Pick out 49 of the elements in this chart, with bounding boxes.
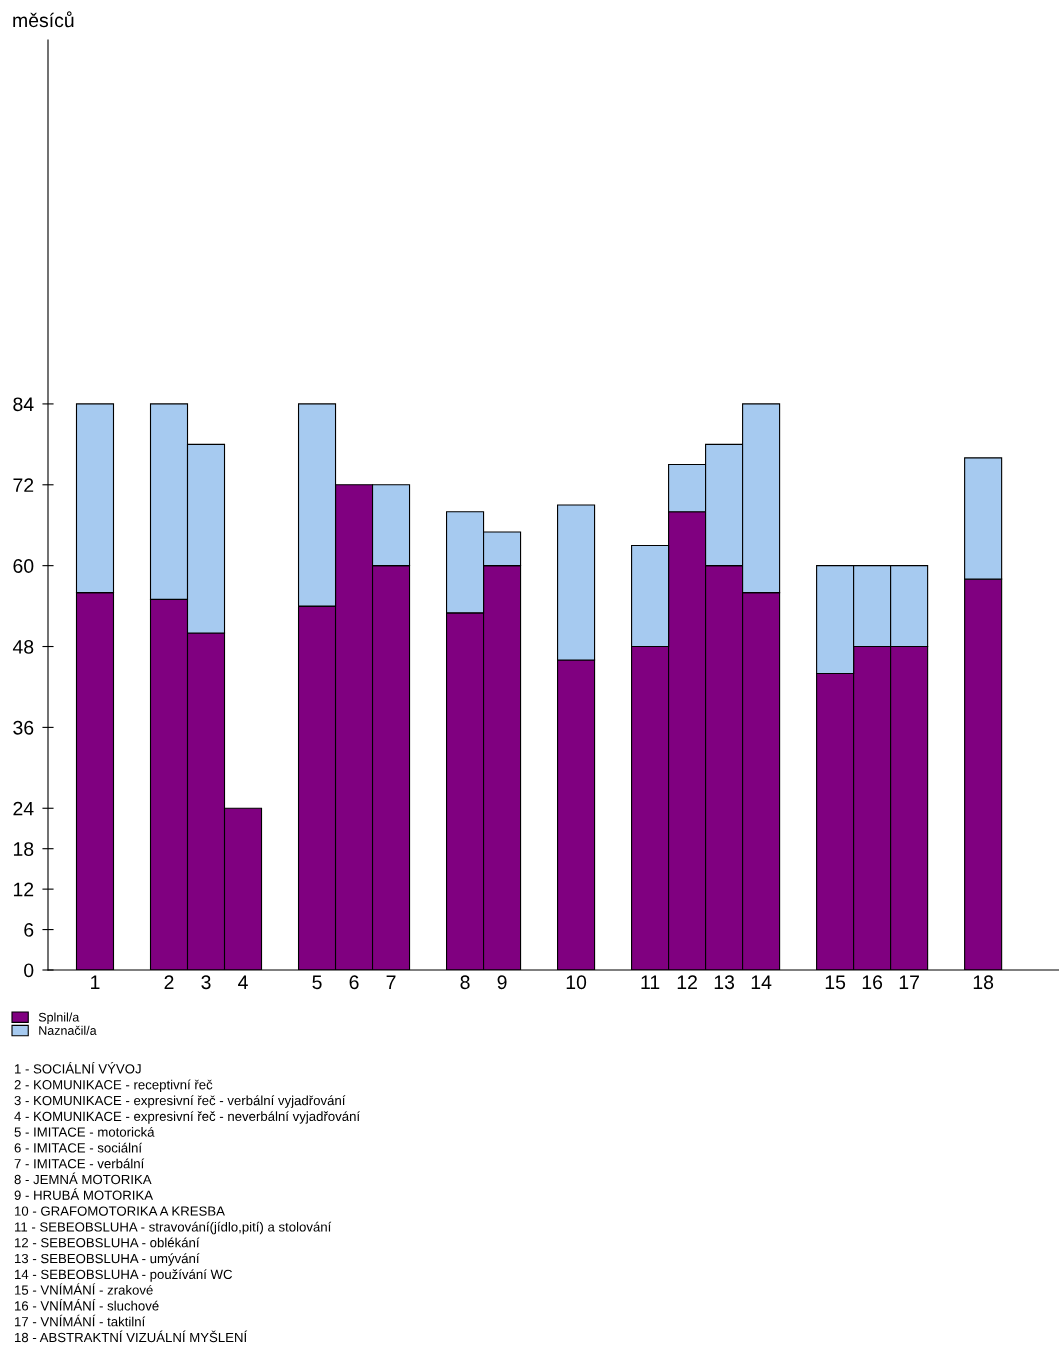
text: 8 - JEMNÁ MOTORIKA [14,1172,152,1185]
y-tick-label: 60 [13,559,34,573]
x-tick-label: 12 [677,975,697,989]
x-tick-label: 1 [91,975,100,989]
text: 1 - SOCIÁLNÍ VÝVOJ [15,1061,141,1074]
x-tick-label: 11 [641,975,660,989]
x-tick-label: 9 [497,975,507,990]
y-tick-label: 84 [13,397,34,412]
y-tick-label: 0 [24,963,34,978]
y-axis-title: měsíců [13,11,74,28]
y-tick-label: 24 [13,801,34,816]
x-tick-label: 14 [751,975,772,989]
y-tick-label: 6 [24,923,34,937]
x-tick-label: 10 [566,975,587,990]
y-tick-label: 12 [13,882,34,897]
y-tick-label: 36 [13,720,34,735]
x-tick-label: 2 [164,975,174,989]
text: 6 - IMITACE - sociální [14,1142,143,1153]
legend-label: Naznačil/a [39,1025,97,1035]
text: 13 - SEBEOBSLUHA - umývání [15,1253,200,1266]
text: 15 - VNÍMÁNÍ - zrakové [15,1283,153,1295]
x-tick-label: 8 [460,975,470,990]
text: 5 - IMITACE - motorická [14,1126,155,1137]
x-tick-label: 15 [825,975,846,990]
text: 17 - VNÍMÁNÍ - taktilní [15,1314,146,1327]
x-tick-label: 7 [386,975,396,989]
y-tick-label: 72 [13,478,34,492]
legend-label: Splnil/a [38,1012,80,1025]
text: 11 - SEBEOBSLUHA - stravování(jídlo,pití) a stolování [15,1221,332,1235]
text: 18 - ABSTRAKTNÍ VIZUÁLNÍ MYŠLENÍ [15,1330,248,1343]
x-tick-label: 13 [714,975,735,990]
text: 16 - VNÍMÁNÍ - sluchové [15,1298,159,1311]
x-tick-label: 4 [238,975,248,989]
text: 2 - KOMUNIKACE - receptivní řeč [14,1079,213,1093]
text: 12 - SEBEOBSLUHA - oblékání [15,1237,200,1248]
text: 3 - KOMUNIKACE - expresivní řeč - verbální vyjadřování [14,1095,346,1108]
x-tick-label: 18 [973,975,994,990]
x-tick-label: 16 [862,975,883,990]
text: 9 - HRUBÁ MOTORIKA [14,1188,154,1200]
x-tick-label: 3 [201,975,211,990]
y-tick-label: 48 [12,639,34,654]
x-tick-label: 5 [312,975,322,990]
x-tick-label: 17 [899,975,919,989]
text: 7 - IMITACE - verbální [14,1158,145,1169]
text: 10 - GRAFOMOTORIKA A KRESBA [15,1206,225,1216]
x-tick-label: 6 [349,975,359,990]
text: 14 - SEBEOBSLUHA - používání WC [15,1269,233,1282]
text: 4 - KOMUNIKACE - expresivní řeč - neverbální vyjadřování [14,1111,361,1124]
y-tick-label: 18 [13,842,34,856]
